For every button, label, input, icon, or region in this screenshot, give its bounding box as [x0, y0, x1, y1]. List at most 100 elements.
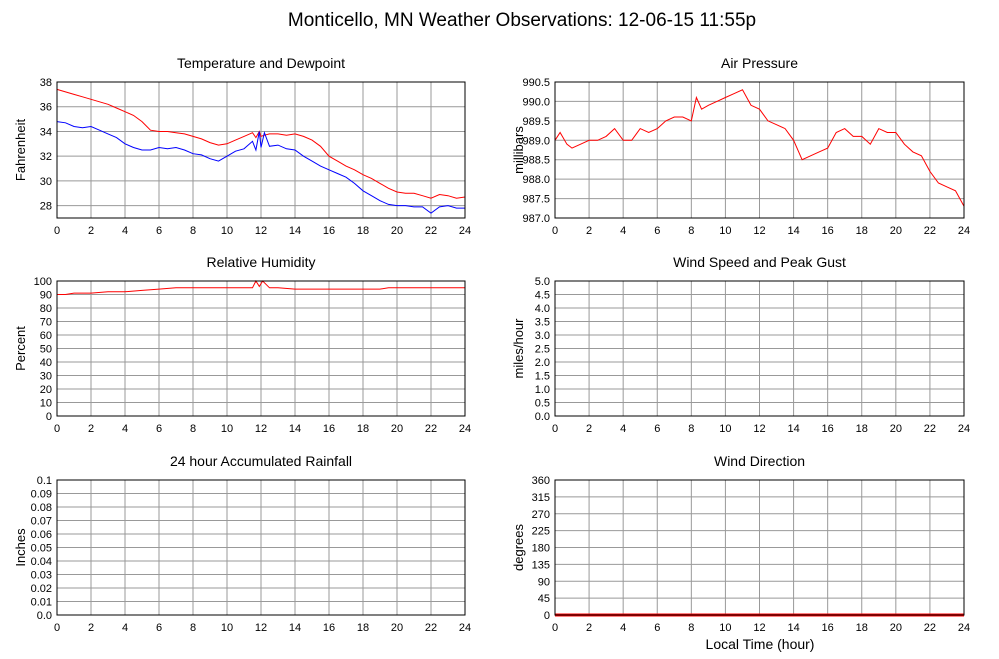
chart-title: Relative Humidity	[207, 254, 316, 270]
chart-title: Air Pressure	[721, 55, 798, 71]
x-tick-label: 16	[822, 622, 834, 634]
x-tick-label: 12	[753, 225, 765, 237]
x-tick-label: 22	[924, 225, 936, 237]
x-tick-label: 18	[856, 423, 868, 435]
series-line-1	[56, 121, 465, 214]
x-tick-label: 8	[190, 622, 196, 634]
x-tick-label: 2	[88, 225, 94, 237]
x-tick-label: 0	[552, 225, 558, 237]
y-axis-label: Percent	[13, 326, 28, 371]
x-tick-label: 4	[122, 423, 128, 435]
y-tick-label: 0.08	[31, 502, 52, 514]
x-axis-label: Local Time (hour)	[706, 636, 815, 652]
y-tick-label: 3.5	[535, 317, 550, 329]
x-tick-label: 18	[856, 225, 868, 237]
x-tick-label: 16	[323, 423, 335, 435]
x-tick-label: 22	[425, 225, 437, 237]
y-tick-label: 988.0	[522, 174, 550, 186]
x-tick-label: 14	[289, 423, 301, 435]
x-tick-label: 10	[719, 622, 731, 634]
x-tick-label: 6	[654, 225, 660, 237]
x-tick-label: 24	[459, 225, 471, 237]
y-tick-label: 34	[40, 126, 52, 138]
y-tick-label: 0	[46, 411, 52, 423]
x-tick-label: 6	[156, 225, 162, 237]
y-tick-label: 989.0	[522, 135, 550, 147]
y-tick-label: 135	[532, 559, 550, 571]
y-tick-label: 4.0	[535, 303, 550, 315]
x-tick-label: 4	[620, 622, 626, 634]
x-tick-label: 12	[753, 423, 765, 435]
x-tick-label: 18	[357, 622, 369, 634]
y-tick-label: 3.0	[535, 330, 550, 342]
x-tick-label: 2	[88, 423, 94, 435]
y-tick-label: 38	[40, 77, 52, 89]
x-tick-label: 0	[552, 423, 558, 435]
x-tick-label: 14	[787, 225, 799, 237]
page-title: Monticello, MN Weather Observations: 12-…	[288, 10, 756, 31]
y-tick-label: 100	[34, 276, 52, 288]
y-tick-label: 28	[40, 201, 52, 213]
y-tick-label: 990.5	[522, 77, 550, 89]
x-tick-label: 24	[958, 622, 970, 634]
chart-title: Wind Speed and Peak Gust	[673, 254, 846, 270]
plot-frame	[554, 479, 965, 616]
x-tick-label: 14	[787, 423, 799, 435]
chart-title: Temperature and Dewpoint	[177, 55, 345, 71]
x-tick-label: 0	[54, 622, 60, 634]
x-tick-label: 8	[190, 423, 196, 435]
y-tick-label: 4.5	[535, 290, 550, 302]
x-tick-label: 8	[688, 225, 694, 237]
x-tick-label: 4	[122, 622, 128, 634]
x-tick-label: 20	[391, 225, 403, 237]
y-tick-label: 315	[532, 492, 550, 504]
y-tick-label: 60	[40, 330, 52, 342]
y-axis-label: Inches	[13, 528, 28, 567]
x-tick-label: 6	[156, 622, 162, 634]
x-tick-label: 6	[156, 423, 162, 435]
x-tick-label: 4	[122, 225, 128, 237]
x-tick-label: 12	[255, 225, 267, 237]
y-tick-label: 90	[538, 576, 550, 588]
x-tick-label: 8	[688, 423, 694, 435]
x-tick-label: 4	[620, 423, 626, 435]
y-tick-label: 1.0	[535, 384, 550, 396]
x-tick-label: 0	[54, 423, 60, 435]
y-tick-label: 0.0	[37, 610, 52, 622]
y-tick-label: 0.09	[31, 489, 52, 501]
x-tick-label: 24	[958, 423, 970, 435]
x-tick-label: 10	[221, 225, 233, 237]
x-tick-label: 4	[620, 225, 626, 237]
y-tick-label: 225	[532, 526, 550, 538]
y-axis-label: Fahrenheit	[13, 119, 28, 182]
plot-frame	[554, 81, 965, 219]
x-tick-label: 20	[391, 622, 403, 634]
x-tick-label: 2	[586, 423, 592, 435]
y-tick-label: 36	[40, 102, 52, 114]
x-tick-label: 12	[753, 622, 765, 634]
x-tick-label: 2	[586, 622, 592, 634]
y-tick-label: 990.0	[522, 96, 550, 108]
y-tick-label: 0.01	[31, 597, 52, 609]
x-tick-label: 20	[890, 622, 902, 634]
plot-frame	[56, 280, 466, 417]
x-tick-label: 16	[323, 622, 335, 634]
y-tick-label: 20	[40, 384, 52, 396]
y-tick-label: 0.03	[31, 570, 52, 582]
x-tick-label: 8	[688, 622, 694, 634]
x-tick-label: 10	[719, 225, 731, 237]
x-tick-label: 14	[289, 622, 301, 634]
y-tick-label: 0.07	[31, 516, 52, 528]
x-tick-label: 18	[357, 225, 369, 237]
x-tick-label: 8	[190, 225, 196, 237]
x-tick-label: 24	[459, 622, 471, 634]
y-tick-label: 0.0	[535, 411, 550, 423]
y-tick-label: 70	[40, 317, 52, 329]
x-tick-label: 10	[221, 423, 233, 435]
y-tick-label: 270	[532, 509, 550, 521]
y-tick-label: 50	[40, 344, 52, 356]
